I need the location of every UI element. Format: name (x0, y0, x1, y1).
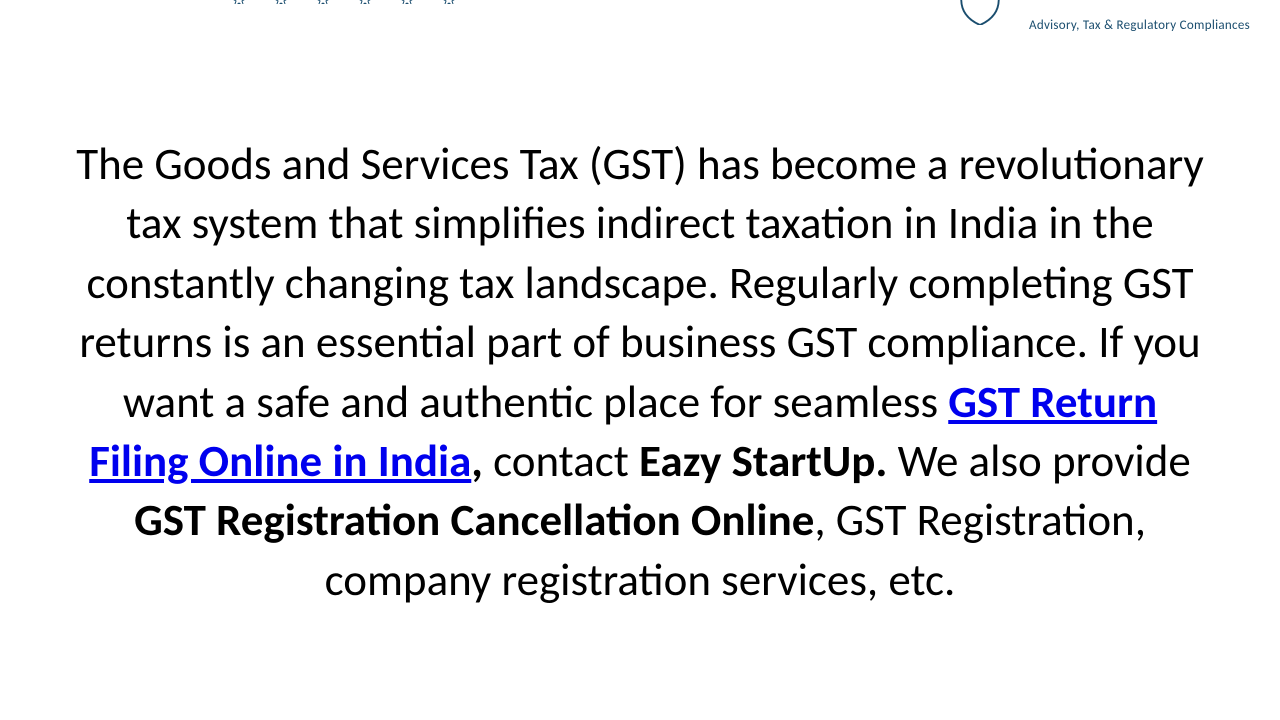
star-icon (346, 0, 384, 4)
star-icon (430, 0, 468, 4)
body-paragraph: The Goods and Services Tax (GST) has bec… (70, 135, 1210, 610)
comma: , (471, 434, 483, 489)
star-icon (388, 0, 426, 4)
logo-area: Advisory, Tax & Regulatory Compliances (1029, 0, 1250, 33)
text-part-2: contact (483, 434, 639, 489)
company-name: Eazy StartUp. (639, 434, 887, 489)
star-icon (262, 0, 300, 4)
shield-icon (950, 0, 1010, 25)
service-name: GST Registration Cancellation Online (134, 493, 814, 548)
main-content: The Goods and Services Tax (GST) has bec… (70, 135, 1210, 610)
text-part-3: We also provide (887, 434, 1190, 489)
stars-decoration (220, 0, 468, 4)
star-icon (304, 0, 342, 4)
star-icon (220, 0, 258, 4)
logo-tagline: Advisory, Tax & Regulatory Compliances (1029, 18, 1250, 33)
